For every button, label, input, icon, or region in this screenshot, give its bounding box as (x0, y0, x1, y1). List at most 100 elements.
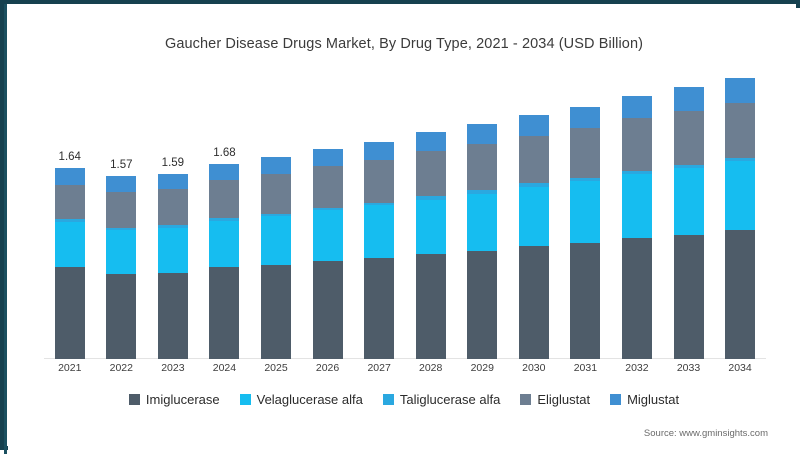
stacked-bar[interactable] (467, 124, 498, 359)
bar-segment[interactable] (673, 168, 704, 235)
bar-segment[interactable] (725, 157, 756, 162)
bar-group[interactable]: 1.59 (147, 74, 199, 359)
bar-segment[interactable] (467, 250, 498, 359)
bar-segment[interactable] (518, 186, 549, 247)
bar-segment[interactable] (209, 218, 240, 221)
legend-item[interactable]: Miglustat (610, 392, 679, 407)
stacked-bar[interactable] (54, 168, 85, 359)
bar-segment[interactable] (570, 127, 601, 178)
bar-segment[interactable] (157, 174, 188, 190)
legend-item[interactable]: Eliglustat (520, 392, 590, 407)
bar-segment[interactable] (312, 165, 343, 208)
bar-group[interactable]: 1.68 (199, 74, 251, 359)
bar-segment[interactable] (467, 143, 498, 191)
bar-segment[interactable] (673, 86, 704, 112)
bar-segment[interactable] (157, 272, 188, 359)
legend-item[interactable]: Taliglucerase alfa (382, 392, 500, 407)
stacked-bar[interactable] (261, 156, 291, 359)
bar-segment[interactable] (157, 227, 188, 273)
bar-segment[interactable] (621, 96, 652, 119)
bar-segment[interactable] (261, 156, 291, 175)
bar-segment[interactable] (415, 150, 446, 197)
bar-segment[interactable] (312, 148, 343, 166)
stacked-bar[interactable] (209, 163, 240, 359)
stacked-bar[interactable] (518, 114, 549, 359)
bar-segment[interactable] (621, 118, 652, 171)
bar-segment[interactable] (467, 124, 498, 144)
bar-segment[interactable] (570, 242, 601, 359)
bar-segment[interactable] (312, 261, 343, 359)
legend-item[interactable]: Imiglucerase (128, 392, 220, 407)
bar-segment[interactable] (518, 246, 549, 359)
bar-segment[interactable] (106, 274, 137, 359)
bar-segment[interactable] (106, 176, 137, 192)
stacked-bar[interactable] (621, 96, 652, 359)
bar-segment[interactable] (725, 161, 756, 230)
stacked-bar[interactable] (725, 77, 756, 359)
bar-segment[interactable] (312, 207, 343, 211)
bar-segment[interactable] (261, 174, 291, 214)
bar-segment[interactable] (54, 219, 85, 222)
bar-group[interactable]: 1.57 (96, 74, 148, 359)
stacked-bar[interactable] (364, 141, 395, 359)
bar-segment[interactable] (209, 179, 240, 219)
bar-segment[interactable] (106, 229, 137, 275)
bar-segment[interactable] (415, 254, 446, 359)
bar-group[interactable] (611, 74, 663, 359)
bar-segment[interactable] (106, 191, 137, 228)
bar-segment[interactable] (415, 199, 446, 255)
stacked-bar[interactable] (570, 106, 601, 359)
bar-group[interactable] (663, 74, 715, 359)
bar-segment[interactable] (157, 225, 188, 228)
bar-segment[interactable] (54, 267, 85, 359)
bar-group[interactable] (714, 74, 766, 359)
bar-segment[interactable] (312, 210, 343, 262)
bar-segment[interactable] (415, 132, 446, 151)
bar-group[interactable] (353, 74, 405, 359)
bar-segment[interactable] (673, 234, 704, 359)
bar-segment[interactable] (725, 103, 756, 158)
bar-segment[interactable] (518, 183, 549, 187)
legend-item[interactable]: Velaglucerase alfa (239, 392, 363, 407)
bar-segment[interactable] (364, 203, 395, 206)
bar-segment[interactable] (364, 160, 395, 204)
bar-segment[interactable] (673, 111, 704, 165)
bar-segment[interactable] (54, 184, 85, 220)
bar-segment[interactable] (467, 193, 498, 251)
stacked-bar[interactable] (157, 174, 188, 359)
bar-segment[interactable] (570, 177, 601, 182)
stacked-bar[interactable] (415, 132, 446, 359)
bar-segment[interactable] (725, 229, 756, 359)
bar-segment[interactable] (364, 141, 395, 161)
stacked-bar[interactable] (673, 86, 704, 359)
bar-segment[interactable] (725, 77, 756, 104)
bar-segment[interactable] (518, 135, 549, 184)
bar-group[interactable]: 1.64 (44, 74, 96, 359)
bar-segment[interactable] (570, 181, 601, 243)
bar-group[interactable] (302, 74, 354, 359)
bar-segment[interactable] (209, 163, 240, 180)
bar-segment[interactable] (621, 174, 652, 239)
bar-segment[interactable] (364, 257, 395, 359)
bar-segment[interactable] (415, 196, 446, 200)
bar-group[interactable] (508, 74, 560, 359)
bar-segment[interactable] (621, 238, 652, 359)
bar-segment[interactable] (54, 168, 85, 185)
stacked-bar[interactable] (106, 176, 137, 359)
bar-segment[interactable] (261, 215, 291, 265)
bar-segment[interactable] (157, 189, 188, 226)
bar-segment[interactable] (209, 220, 240, 268)
bar-group[interactable] (560, 74, 612, 359)
bar-segment[interactable] (364, 205, 395, 258)
bar-segment[interactable] (570, 106, 601, 128)
bar-segment[interactable] (621, 170, 652, 175)
bar-group[interactable] (250, 74, 302, 359)
bar-segment[interactable] (261, 213, 291, 216)
bar-segment[interactable] (261, 264, 291, 359)
bar-segment[interactable] (54, 221, 85, 268)
bar-group[interactable] (457, 74, 509, 359)
bar-segment[interactable] (673, 164, 704, 169)
bar-group[interactable] (405, 74, 457, 359)
bar-segment[interactable] (518, 114, 549, 136)
bar-segment[interactable] (467, 190, 498, 194)
